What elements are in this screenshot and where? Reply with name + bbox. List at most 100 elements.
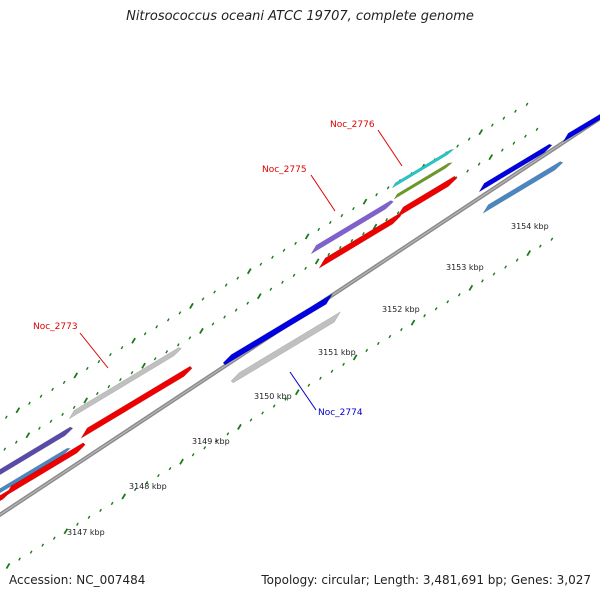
kbp-tick [83, 397, 89, 404]
kbp-tick [63, 528, 69, 535]
kbp-tick [99, 508, 102, 513]
gene-label[interactable]: Noc_2775 [262, 165, 307, 175]
kbp-tick [352, 206, 355, 211]
kbp-tick [130, 371, 134, 375]
kbp-tick [456, 144, 459, 148]
kbp-tick [211, 322, 215, 326]
kbp-tick [189, 302, 194, 309]
kbp-tick [5, 562, 11, 570]
kbp-tick [39, 394, 43, 398]
kbp-tick [492, 272, 496, 276]
feature-gene [478, 143, 553, 193]
kbp-tick [246, 301, 250, 305]
callout-line [289, 371, 317, 411]
kbp-tick [330, 369, 334, 373]
kbp-tick [385, 218, 388, 222]
kbp-tick [25, 432, 31, 439]
kbp-tick [328, 220, 332, 225]
kbp-tick [107, 384, 111, 389]
kbp-tick [201, 297, 205, 301]
callout-line [310, 174, 336, 212]
kbp-scale-labels: 3147 kbp 3148 kbp 3149 kbp 3150 kbp 3151 kbp… [67, 222, 549, 537]
kbp-tick [294, 241, 297, 246]
kbp-ticks [3, 102, 554, 570]
kbp-tick [514, 109, 517, 113]
kbp-tick [49, 419, 53, 423]
kbp-tick [87, 515, 91, 519]
callout-line [79, 332, 109, 369]
kbp-tick [281, 280, 284, 284]
feature-gene [230, 311, 341, 384]
kbp-tick [319, 376, 322, 380]
kbp-tick [314, 258, 320, 265]
kbp-tick [362, 198, 368, 205]
kbp-tick [481, 279, 484, 283]
kbp-tick [3, 447, 7, 451]
kbp-tick [327, 252, 331, 257]
genome-stats-text: Topology: circular; Length: 3,481,691 bp… [261, 573, 591, 587]
kbp-label: 3147 kbp [67, 528, 105, 537]
kbp-tick [165, 350, 169, 354]
kbp-tick [282, 248, 286, 252]
kbp-tick [213, 290, 216, 294]
kbp-tick [28, 401, 31, 405]
kbp-tick [256, 293, 262, 300]
kbp-tick [226, 432, 230, 436]
gene-label[interactable]: Noc_2773 [33, 322, 78, 332]
kbp-tick [535, 127, 539, 131]
kbp-tick [446, 300, 450, 304]
accession-text: Accession: NC_007484 [9, 573, 146, 587]
kbp-tick [223, 315, 226, 319]
kbp-tick [261, 411, 264, 415]
kbp-tick [538, 244, 542, 248]
kbp-tick [85, 366, 89, 371]
feature-cds [4, 442, 86, 497]
map-title: Nitrosococcus oceani ATCC 19707, complet… [126, 9, 474, 24]
kbp-tick [246, 268, 252, 275]
kbp-tick [525, 102, 529, 106]
kbp-tick [224, 283, 228, 287]
kbp-tick [73, 372, 79, 379]
feature-cds [482, 161, 564, 214]
kbp-tick [41, 543, 45, 547]
kbp-tick [179, 458, 184, 465]
kbp-tick [317, 227, 321, 232]
gene-callouts: Noc_2773 Noc_2775 Noc_2776 Noc_2774 [33, 120, 403, 418]
kbp-tick [51, 387, 54, 392]
kbp-tick [52, 536, 56, 540]
kbp-tick [249, 418, 253, 422]
kbp-tick [350, 238, 354, 243]
kbp-tick [284, 397, 288, 401]
kbp-tick [388, 334, 392, 339]
kbp-tick [29, 550, 33, 554]
kbp-tick [133, 487, 137, 492]
kbp-tick [119, 377, 122, 382]
kbp-tick [352, 354, 358, 361]
kbp-tick [272, 404, 276, 408]
gene-label[interactable]: Noc_2776 [330, 120, 375, 130]
kbp-tick [386, 186, 390, 190]
kbp-tick [97, 359, 101, 364]
kbp-label: 3154 kbp [511, 222, 549, 231]
kbp-tick [188, 336, 192, 340]
gene-label[interactable]: Noc_2774 [318, 408, 363, 418]
kbp-tick [236, 276, 240, 280]
kbp-tick [294, 389, 300, 396]
kbp-tick [396, 211, 400, 215]
kbp-tick [342, 362, 345, 367]
kbp-tick [61, 412, 64, 417]
feature-gene [562, 113, 600, 143]
kbp-tick [340, 213, 344, 218]
kbp-tick [121, 493, 127, 500]
kbp-tick [468, 284, 474, 291]
kbp-tick [434, 307, 438, 311]
kbp-tick [4, 415, 8, 419]
kbp-tick [141, 362, 146, 369]
kbp-tick [365, 348, 369, 353]
kbp-tick [157, 473, 160, 478]
kbp-tick [488, 154, 494, 161]
kbp-tick [504, 265, 507, 269]
kbp-tick [304, 233, 310, 240]
kbp-tick [338, 245, 342, 250]
